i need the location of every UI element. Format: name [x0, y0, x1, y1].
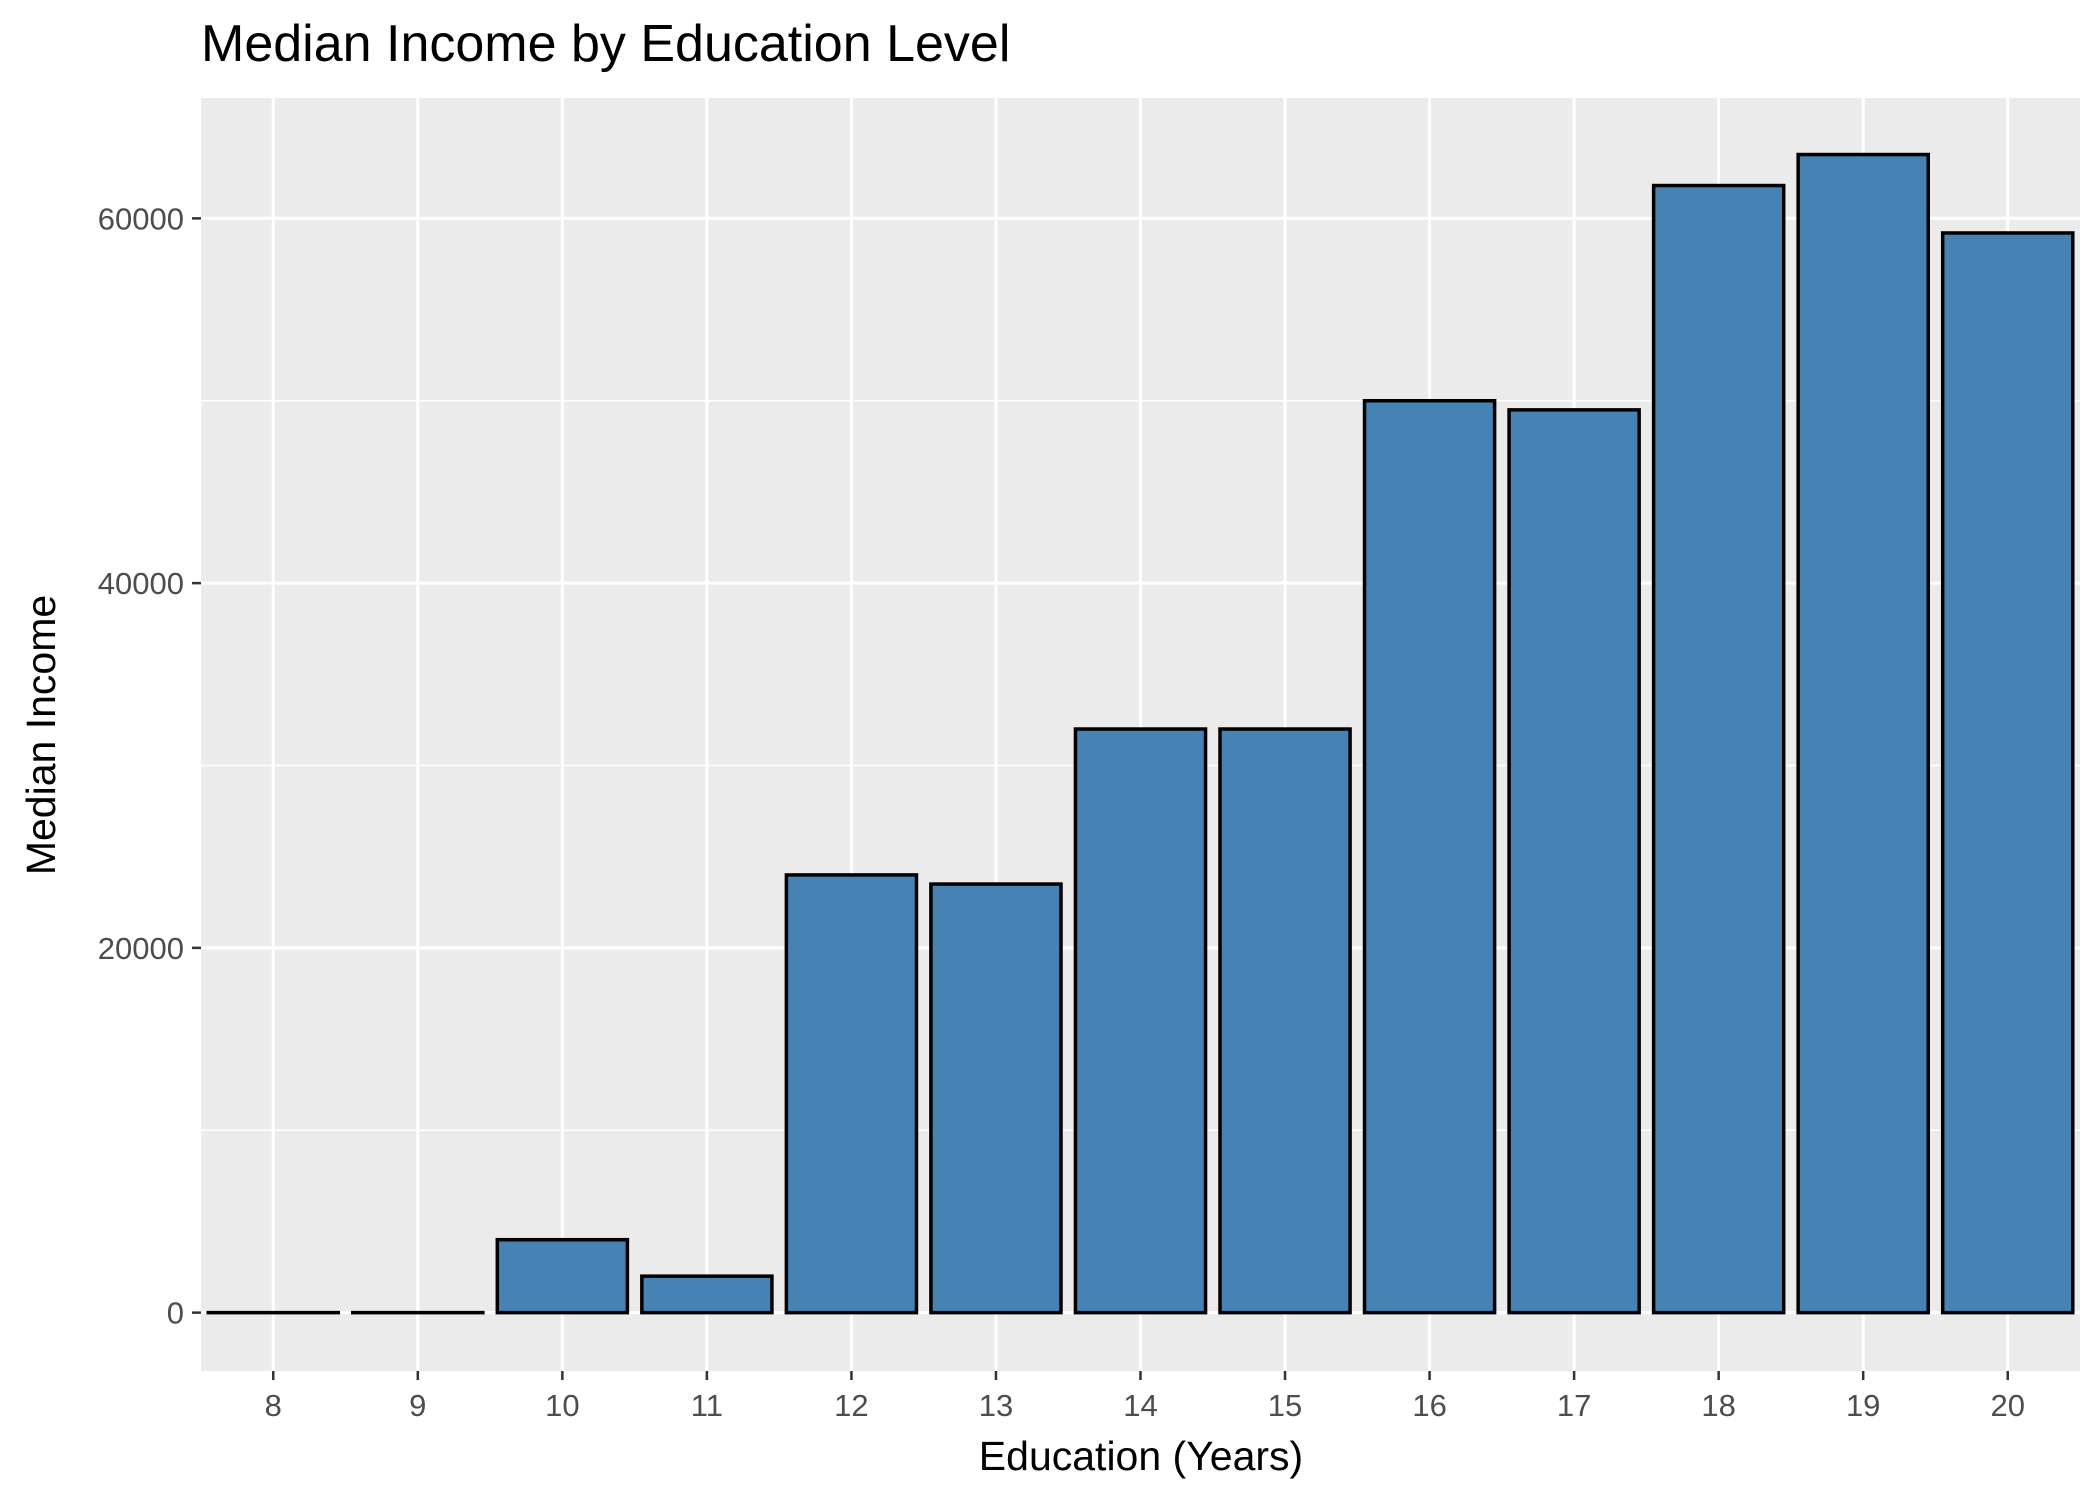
x-tick-label: 20: [1990, 1388, 2024, 1423]
x-axis-title: Education (Years): [979, 1433, 1303, 1479]
x-tick-label: 15: [1268, 1388, 1302, 1423]
bar-18: [1651, 183, 1786, 1315]
x-tick-label: 11: [691, 1388, 723, 1423]
x-tick-label: 16: [1412, 1388, 1446, 1423]
bar-20: [1940, 231, 2075, 1315]
y-axis-title: Median Income: [18, 595, 64, 875]
y-axis: 0 20000 40000 60000: [98, 201, 201, 1331]
x-tick-label: 13: [979, 1388, 1013, 1423]
bar-14: [1073, 727, 1208, 1315]
x-axis: 8 9 10 11 12 13 14 15 16 17 18 19 20: [265, 1371, 2025, 1423]
y-tick-label: 40000: [98, 566, 184, 601]
x-tick-label: 17: [1557, 1388, 1591, 1423]
y-tick-label: 0: [167, 1296, 184, 1331]
bar-19: [1796, 152, 1930, 1315]
x-tick-label: 8: [265, 1388, 282, 1423]
x-tick-label: 14: [1123, 1388, 1157, 1423]
bar-13: [929, 882, 1063, 1315]
bar-11: [640, 1274, 774, 1315]
chart-title: Median Income by Education Level: [201, 15, 1010, 73]
bar-12: [784, 873, 919, 1315]
y-tick-label: 60000: [98, 201, 184, 236]
x-tick-label: 18: [1701, 1388, 1735, 1423]
bar-17: [1507, 408, 1641, 1315]
x-tick-label: 12: [834, 1388, 868, 1423]
bar-16: [1362, 398, 1497, 1315]
bar-15: [1218, 727, 1352, 1315]
x-tick-label: 10: [545, 1388, 579, 1423]
bars-group: [206, 152, 2075, 1315]
x-tick-label: 19: [1846, 1388, 1880, 1423]
bar-10: [495, 1237, 630, 1315]
y-tick-label: 20000: [98, 931, 184, 966]
x-tick-label: 9: [409, 1388, 426, 1423]
